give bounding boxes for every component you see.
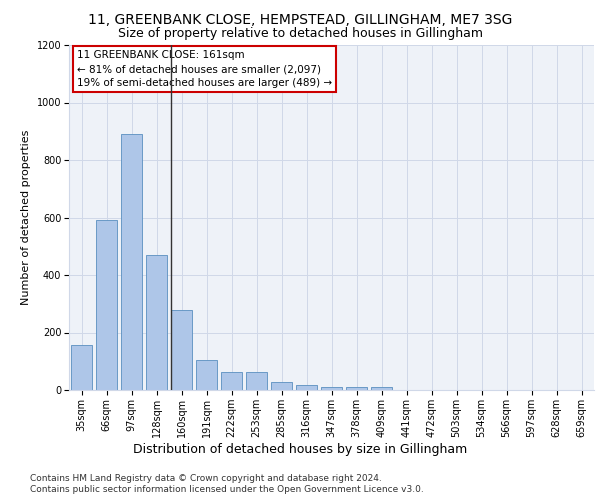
- Bar: [321, 386, 342, 390]
- Text: 11 GREENBANK CLOSE: 161sqm
← 81% of detached houses are smaller (2,097)
19% of s: 11 GREENBANK CLOSE: 161sqm ← 81% of deta…: [77, 50, 332, 88]
- Text: Distribution of detached houses by size in Gillingham: Distribution of detached houses by size …: [133, 442, 467, 456]
- Bar: [121, 134, 142, 390]
- Bar: [271, 382, 292, 390]
- Text: Contains public sector information licensed under the Open Government Licence v3: Contains public sector information licen…: [30, 485, 424, 494]
- Bar: [296, 385, 317, 390]
- Bar: [196, 360, 217, 390]
- Bar: [96, 220, 117, 390]
- Bar: [71, 346, 92, 390]
- Bar: [246, 372, 267, 390]
- Bar: [346, 387, 367, 390]
- Text: 11, GREENBANK CLOSE, HEMPSTEAD, GILLINGHAM, ME7 3SG: 11, GREENBANK CLOSE, HEMPSTEAD, GILLINGH…: [88, 12, 512, 26]
- Bar: [146, 255, 167, 390]
- Text: Size of property relative to detached houses in Gillingham: Size of property relative to detached ho…: [118, 28, 482, 40]
- Bar: [221, 372, 242, 390]
- Bar: [171, 310, 192, 390]
- Bar: [371, 387, 392, 390]
- Y-axis label: Number of detached properties: Number of detached properties: [21, 130, 31, 305]
- Text: Contains HM Land Registry data © Crown copyright and database right 2024.: Contains HM Land Registry data © Crown c…: [30, 474, 382, 483]
